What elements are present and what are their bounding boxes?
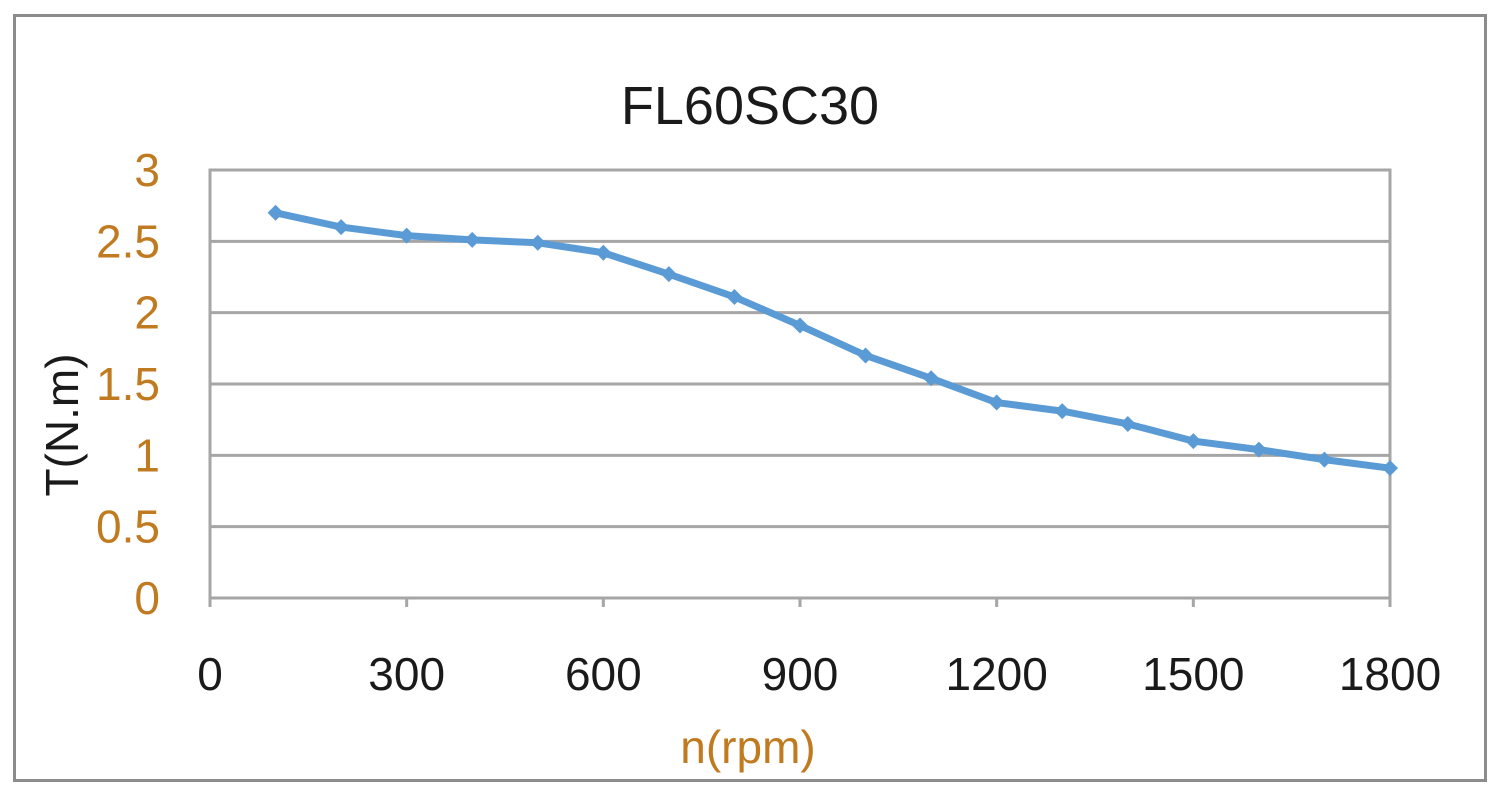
y-tick-label: 2.5 — [96, 215, 160, 267]
y-tick-label: 1 — [134, 429, 160, 481]
x-tick-label: 1800 — [1339, 648, 1441, 700]
x-tick-label: 300 — [368, 648, 445, 700]
data-point-marker — [923, 370, 940, 387]
data-point-marker — [333, 219, 350, 236]
data-point-marker — [726, 288, 743, 305]
x-tick-label: 1500 — [1142, 648, 1244, 700]
data-point-marker — [529, 234, 546, 251]
chart-title: FL60SC30 — [621, 76, 879, 136]
y-tick-label: 3 — [134, 144, 160, 196]
data-point-marker — [857, 347, 874, 364]
data-point-marker — [1185, 433, 1202, 450]
y-axis-label: T(N.m) — [36, 353, 88, 496]
data-point-marker — [1054, 403, 1071, 420]
data-point-marker — [267, 204, 284, 221]
data-point-marker — [595, 244, 612, 261]
series-line — [272, 209, 1394, 472]
x-tick-label: 1200 — [945, 648, 1047, 700]
data-point-marker — [1119, 415, 1136, 432]
y-tick-label: 1.5 — [96, 358, 160, 410]
y-tick-label: 0 — [134, 572, 160, 624]
x-tick-label: 900 — [762, 648, 839, 700]
data-point-marker — [792, 317, 808, 334]
data-point-marker — [988, 394, 1005, 411]
plot-area: 3 2.5 2 1.5 1 0.5 00 300 600 900 1200 1500 1800 — [96, 144, 1441, 700]
x-tick-label: 600 — [565, 648, 642, 700]
data-point-marker — [464, 231, 481, 248]
data-point-marker — [398, 227, 415, 244]
y-tick-label: 0.5 — [96, 501, 160, 553]
data-point-marker — [1316, 451, 1333, 468]
data-point-marker — [660, 266, 677, 283]
y-tick-label: 2 — [134, 287, 160, 339]
data-point-marker — [1382, 460, 1398, 477]
chart-frame — [13, 14, 1487, 782]
data-point-marker — [1250, 441, 1267, 458]
x-axis-label: n(rpm) — [680, 721, 815, 773]
x-tick-label: 0 — [197, 648, 223, 700]
